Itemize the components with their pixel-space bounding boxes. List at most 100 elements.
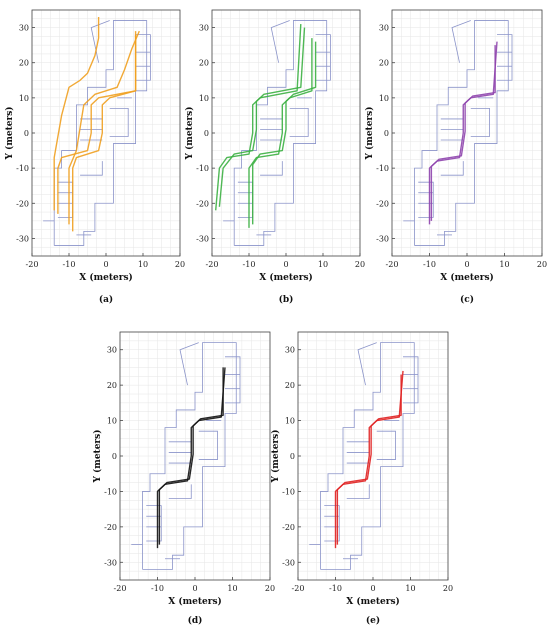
panel-grid — [119, 331, 271, 581]
trajectory-line-2 — [248, 38, 313, 228]
x-tick-label: 10 — [138, 260, 148, 269]
x-axis-title: X (meters) — [259, 272, 313, 283]
y-tick-label: 0 — [384, 129, 389, 138]
y-tick-label: -30 — [282, 558, 295, 567]
y-axis-title: Y (meters) — [92, 429, 103, 483]
floorplan-wall — [198, 430, 218, 460]
floorplan-outline — [131, 342, 241, 570]
floorplan-wall — [225, 356, 241, 404]
floorplan-wall — [451, 20, 471, 63]
x-tick-label: 10 — [405, 584, 415, 593]
floorplan-wall — [403, 356, 419, 404]
chart-panel-1: -20 -10 0 10 20 -30 -20 -10 0 10 20 30 X (meters) Y (… — [4, 9, 185, 305]
trajectory-line-1 — [57, 34, 137, 214]
chart-panel-2: -20 -10 0 10 20 -30 -20 -10 0 10 20 30 X (meters) Y (… — [184, 9, 365, 305]
panel-label: (b) — [279, 294, 294, 305]
chart-panel-5: -20 -10 0 10 20 -30 -20 -10 0 10 20 30 X (meters) Y (… — [270, 331, 453, 626]
y-tick-label: -30 — [16, 234, 29, 243]
trajectory-line-4 — [68, 30, 140, 225]
trajectory-line-3 — [53, 17, 100, 211]
x-tick-label: -10 — [329, 584, 342, 593]
floorplan-wall — [414, 20, 509, 246]
x-axis-title: X (meters) — [440, 272, 494, 283]
y-tick-label: 20 — [379, 59, 389, 68]
floorplan-wall — [260, 161, 283, 176]
y-tick-label: 10 — [199, 94, 209, 103]
y-tick-label: -20 — [282, 523, 295, 532]
panel-label: (a) — [99, 294, 113, 305]
y-tick-label: 0 — [204, 129, 209, 138]
y-tick-label: -10 — [16, 164, 29, 173]
chart-panel-4: -20 -10 0 10 20 -30 -20 -10 0 10 20 30 X (meters) Y (… — [92, 331, 275, 626]
y-tick-label: -20 — [104, 523, 117, 532]
floorplan-wall — [146, 505, 162, 542]
y-tick-label: 30 — [285, 346, 295, 355]
floorplan-wall — [142, 342, 237, 570]
trajectory-line-3 — [218, 27, 306, 207]
y-tick-label: -30 — [104, 558, 117, 567]
trajectory-line-2 — [336, 374, 402, 545]
y-tick-label: 10 — [379, 94, 389, 103]
panel-label: (c) — [460, 294, 474, 305]
y-tick-label: 10 — [285, 417, 295, 426]
y-tick-label: -10 — [376, 164, 389, 173]
y-axis-title: Y (meters) — [270, 429, 281, 483]
x-tick-label: -20 — [114, 584, 127, 593]
y-axis-title: Y (meters) — [364, 106, 375, 160]
floorplan-wall — [376, 430, 396, 460]
y-tick-label: -10 — [282, 487, 295, 496]
floorplan-wall — [289, 108, 309, 137]
floorplan-outline — [309, 342, 419, 570]
y-tick-label: 30 — [199, 24, 209, 33]
floorplan-wall — [315, 34, 331, 81]
panel-grid — [31, 9, 181, 257]
x-tick-label: 10 — [227, 584, 237, 593]
floorplan-wall — [497, 34, 513, 81]
y-tick-label: 0 — [290, 452, 295, 461]
floorplan-wall — [270, 20, 290, 63]
y-tick-label: -20 — [16, 199, 29, 208]
x-axis-title: X (meters) — [168, 596, 222, 607]
y-tick-label: -20 — [196, 199, 209, 208]
x-tick-label: -10 — [243, 260, 256, 269]
y-tick-label: 0 — [112, 452, 117, 461]
y-tick-label: 30 — [19, 24, 29, 33]
x-tick-label: 10 — [318, 260, 328, 269]
y-tick-label: 20 — [107, 381, 117, 390]
trajectory-line-2 — [71, 31, 137, 232]
x-tick-label: 20 — [265, 584, 275, 593]
y-tick-label: -10 — [104, 487, 117, 496]
x-tick-label: 0 — [370, 584, 375, 593]
y-tick-label: 20 — [285, 381, 295, 390]
trajectory-line-4 — [251, 41, 317, 225]
x-tick-label: -10 — [151, 584, 164, 593]
y-tick-label: -20 — [376, 199, 389, 208]
x-tick-label: 0 — [464, 260, 469, 269]
y-tick-label: 30 — [107, 346, 117, 355]
floorplan-wall — [320, 342, 415, 570]
floorplan-wall — [168, 484, 192, 499]
floorplan-outline — [403, 20, 513, 246]
x-tick-label: 10 — [499, 260, 509, 269]
trajectory-line-2 — [430, 45, 496, 221]
y-axis-title: Y (meters) — [4, 106, 15, 160]
floorplan-wall — [440, 161, 464, 176]
floorplan-wall — [53, 20, 148, 246]
floorplan-wall — [346, 484, 370, 499]
x-tick-label: -20 — [26, 260, 39, 269]
x-tick-label: -20 — [386, 260, 399, 269]
x-tick-label: 0 — [192, 584, 197, 593]
y-tick-label: -10 — [196, 164, 209, 173]
floorplan-wall — [109, 108, 129, 137]
y-tick-label: 20 — [199, 59, 209, 68]
chart-panel-3: -20 -10 0 10 20 -30 -20 -10 0 10 20 30 X (meters) Y (… — [364, 9, 547, 305]
y-tick-label: 30 — [379, 24, 389, 33]
y-tick-label: 0 — [24, 129, 29, 138]
y-tick-label: -30 — [376, 234, 389, 243]
x-tick-label: 0 — [283, 260, 288, 269]
trajectory-line-1 — [156, 367, 226, 549]
panel-grid — [391, 9, 543, 257]
x-tick-label: 20 — [175, 260, 185, 269]
floorplan-wall — [418, 181, 434, 218]
